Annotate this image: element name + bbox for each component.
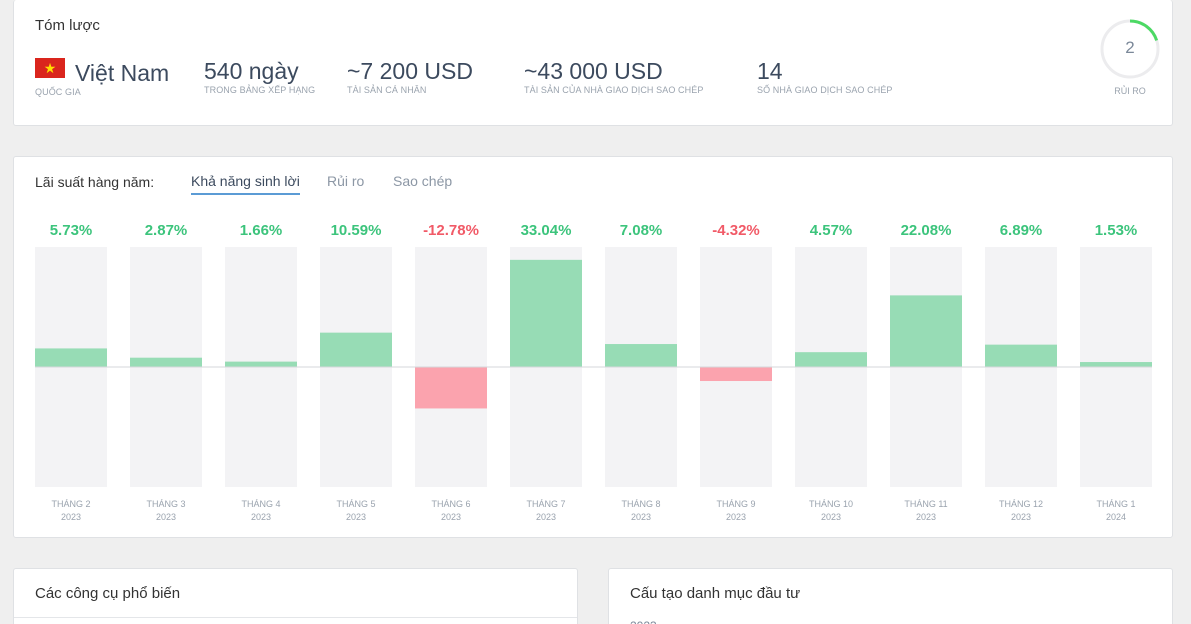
days-value: 540 ngày [204,58,299,84]
country-label: QUỐC GIA [35,87,81,97]
copiers-stat: 14 SỐ NHÀ GIAO DỊCH SAO CHÉP [757,58,893,95]
country-value: Việt Nam [75,60,170,86]
year-label: 2023 [916,512,936,522]
bar-value-label: -12.78% [423,222,479,239]
risk-label: RỦI RO [1114,86,1146,96]
bar [35,348,107,367]
summary-title: Tóm lược [35,17,100,34]
divider [14,617,577,618]
month-label: THÁNG 6 [431,499,470,509]
year-label: 2023 [346,512,366,522]
bar [985,344,1057,367]
vietnam-flag-icon: ★ [35,58,65,78]
portfolio-card: Cấu tạo danh mục đầu tư 2023 [608,568,1173,624]
days-stat: 540 ngày TRONG BẢNG XẾP HẠNG [204,58,315,95]
personal-assets-value: ~7 200 USD [347,58,473,84]
month-label: THÁNG 12 [999,499,1043,509]
bar-value-label: 33.04% [521,222,572,239]
returns-card: Lãi suất hàng năm: Khả năng sinh lời Rủi… [13,156,1173,538]
bar [1080,362,1152,367]
month-label: THÁNG 3 [146,499,185,509]
copier-assets-value: ~43 000 USD [524,58,663,84]
returns-label: Lãi suất hàng năm: [35,174,155,190]
bar-value-label: 5.73% [50,222,93,239]
bar [795,352,867,367]
bar-value-label: 4.57% [810,222,853,239]
month-label: THÁNG 4 [241,499,280,509]
tab-profitability[interactable]: Khả năng sinh lời [191,173,300,195]
bar [890,295,962,367]
copier-assets-label: TÀI SẢN CỦA NHÀ GIAO DỊCH SAO CHÉP [524,85,704,95]
copier-assets-stat: ~43 000 USD TÀI SẢN CỦA NHÀ GIAO DỊCH SA… [524,58,703,95]
bar-value-label: 1.66% [240,222,283,239]
bar-value-label: 1.53% [1095,222,1138,239]
month-label: THÁNG 1 [1096,499,1135,509]
bar [130,357,202,367]
portfolio-year: 2023 [630,619,657,624]
month-label: THÁNG 8 [621,499,660,509]
summary-card: Tóm lược ★ Việt Nam QUỐC GIA 540 ngày TRO… [13,0,1173,126]
bar-value-label: -4.32% [712,222,760,239]
bar-value-label: 22.08% [901,222,952,239]
bar-value-label: 6.89% [1000,222,1043,239]
days-label: TRONG BẢNG XẾP HẠNG [204,85,316,95]
month-label: THÁNG 11 [904,499,947,509]
bar-value-label: 7.08% [620,222,663,239]
year-label: 2023 [631,512,651,522]
year-label: 2024 [1106,512,1126,522]
month-label: THÁNG 7 [526,499,565,509]
bar [510,259,582,367]
bar [225,361,297,367]
popular-tools-title: Các công cụ phổ biến [35,585,181,602]
portfolio-title: Cấu tạo danh mục đầu tư [630,585,801,602]
year-label: 2023 [1011,512,1031,522]
year-label: 2023 [61,512,81,522]
personal-assets-stat: ~7 200 USD TÀI SẢN CÁ NHÂN [347,58,473,95]
bar [415,367,487,409]
year-label: 2023 [156,512,176,522]
copiers-label: SỐ NHÀ GIAO DỊCH SAO CHÉP [757,85,893,95]
popular-tools-card: Các công cụ phổ biến [13,568,578,624]
bar [320,332,392,367]
bar-value-label: 2.87% [145,222,188,239]
risk-gauge: 2 [1100,19,1160,79]
year-label: 2023 [251,512,271,522]
month-label: THÁNG 9 [716,499,755,509]
month-label: THÁNG 2 [51,499,90,509]
month-label: THÁNG 10 [809,499,853,509]
bar [700,367,772,382]
risk-value: 2 [1125,38,1135,57]
month-label: THÁNG 5 [336,499,375,509]
bar [605,344,677,367]
year-label: 2023 [726,512,746,522]
country-stat: ★ Việt Nam QUỐC GIA [35,58,169,97]
bar-value-label: 10.59% [331,222,382,239]
copiers-value: 14 [757,58,783,84]
year-label: 2023 [441,512,461,522]
tab-copy[interactable]: Sao chép [393,173,453,189]
risk-gauge-fill [1100,19,1160,79]
year-label: 2023 [821,512,841,522]
returns-chart: 5.73% THÁNG 2 2023 2.87% THÁNG 3 2023 1.66% THÁ… [35,222,1152,522]
tab-risk[interactable]: Rủi ro [327,173,365,189]
personal-assets-label: TÀI SẢN CÁ NHÂN [347,85,427,95]
year-label: 2023 [536,512,556,522]
